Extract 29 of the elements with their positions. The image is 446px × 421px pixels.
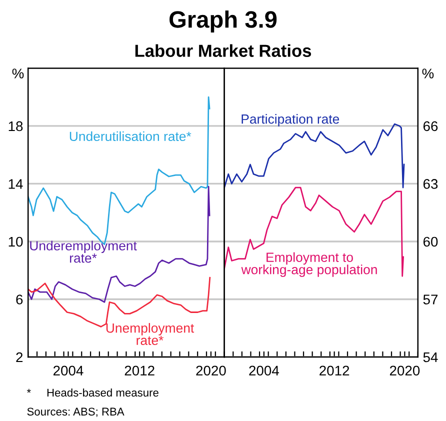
y-tick-label: 6 [16,294,23,304]
x-tick-label: 2004 [249,366,279,376]
y-tick-label: 63 [423,179,438,189]
y-tick-label: 54 [423,352,438,362]
line-series [224,186,404,277]
line-series [28,186,210,303]
y-tick-label: 57 [423,294,438,304]
series-label: Participation rate [242,114,340,126]
y-tick-label: 60 [423,236,438,247]
y-tick-label: 18 [8,121,23,132]
x-tick-label: 2004 [53,366,84,376]
x-tick-label: 2012 [124,366,154,376]
y-tick-label: 66 [423,121,438,132]
x-tick-label: 2020 [390,366,420,376]
y-tick-label: 10 [8,236,23,247]
series-label: Unemployment rate* [106,323,194,346]
text: * Heads-based measure [26,388,158,397]
y-tick-label: 2 [16,352,23,362]
chart-title: Graph 3.9 [170,10,277,33]
x-tick-label: 2012 [320,366,350,376]
y-axis-title: % [422,68,434,78]
y-tick-label: 14 [8,179,23,189]
chart-subtitle: Labour Market Ratios [135,44,312,57]
source-note: Sources: ABS; RBA [27,408,124,417]
y-axis-title: % [12,68,24,78]
series-label: Underutilisation rate* [70,131,192,142]
x-tick-label: 2020 [196,366,226,376]
series-label: Employment to working-age population [241,252,377,277]
series-label: Underemployment rate* [30,240,137,263]
